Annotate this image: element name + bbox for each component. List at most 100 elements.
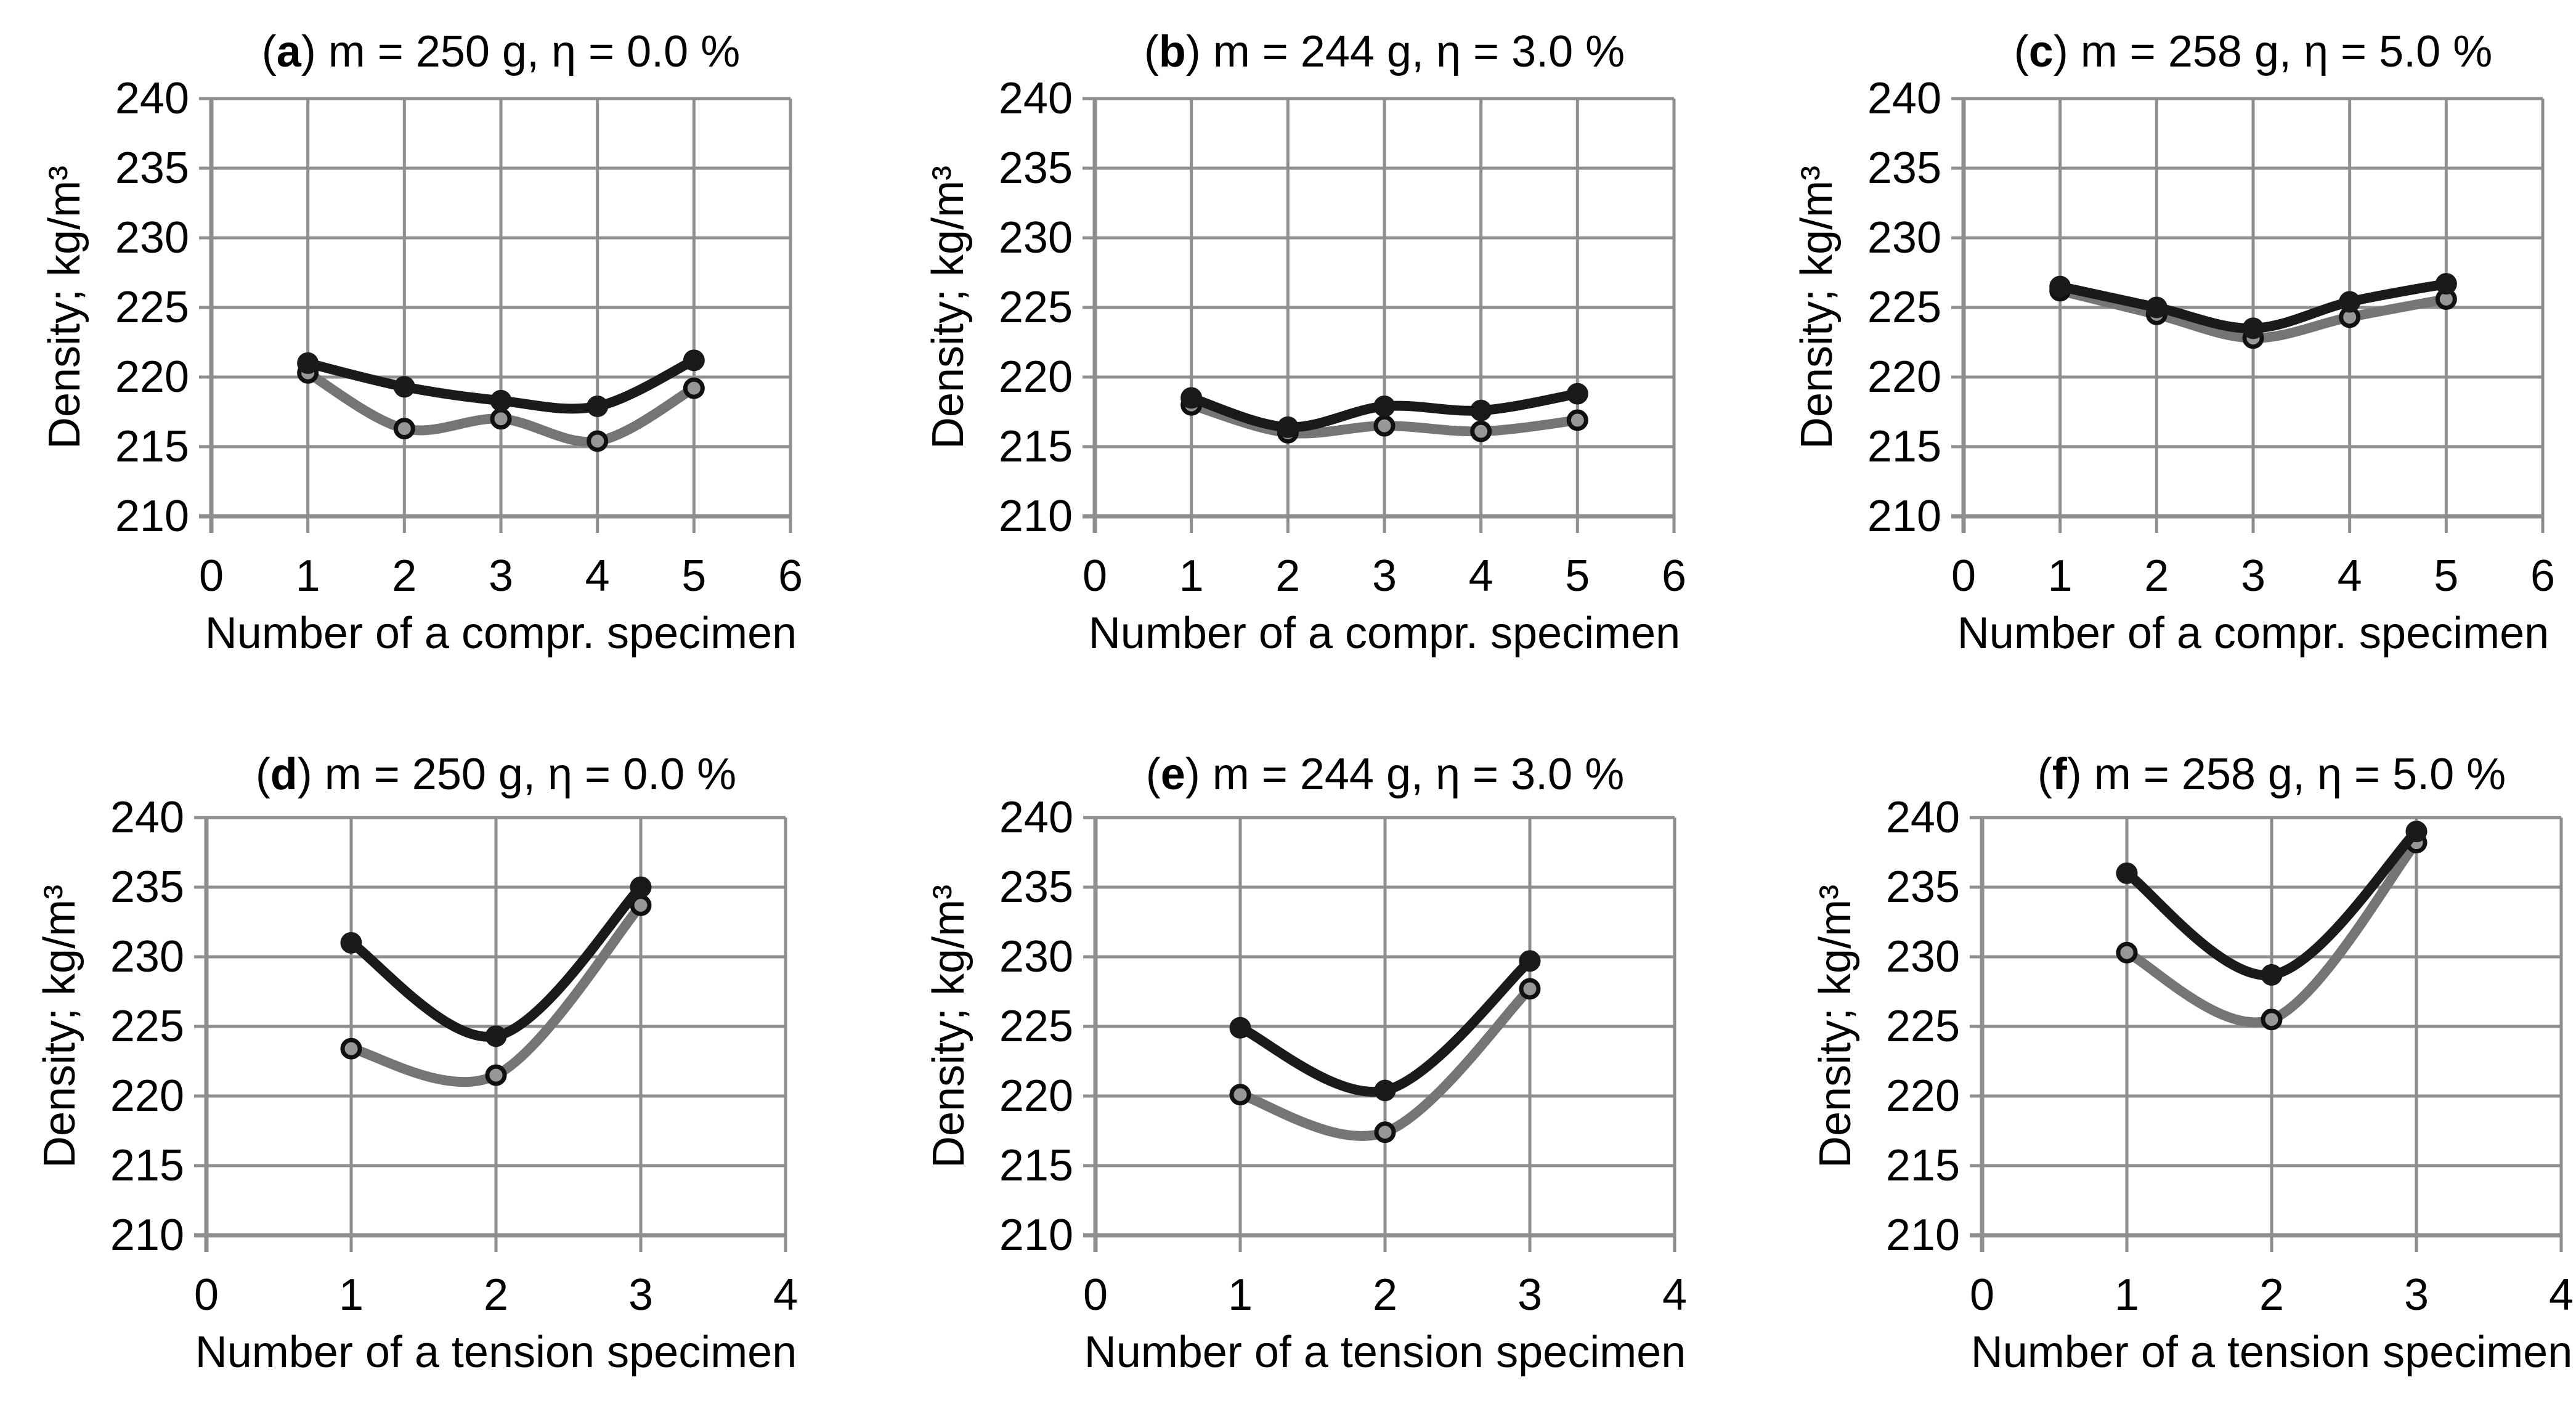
y-axis-title: Density; kg/m³ (1811, 885, 1860, 1168)
y-tick-label: 225 (110, 1002, 184, 1051)
y-tick-label: 210 (999, 1211, 1073, 1260)
x-tick-label: 0 (199, 551, 224, 601)
series-black-marker (630, 876, 652, 898)
y-tick-label: 230 (999, 213, 1073, 262)
x-axis-title: Number of a tension specimen (1084, 1328, 1686, 1377)
x-tick-label: 4 (585, 551, 610, 601)
y-tick-label: 240 (110, 793, 184, 842)
series-gray-marker (1373, 415, 1396, 437)
series-gray-marker (340, 1038, 362, 1060)
x-tick-label: 4 (2338, 551, 2362, 601)
y-tick-label: 240 (999, 793, 1073, 842)
y-tick-label: 235 (110, 863, 184, 912)
chart-svg-d: 210 215 220 225 230 235 240 0 1 2 3 4 (d) m = 250 g,… (35, 750, 798, 1377)
y-tick-label: 230 (999, 932, 1073, 981)
y-tick-label: 215 (999, 1141, 1073, 1190)
series-gray-marker (485, 1064, 507, 1086)
series-black-marker (683, 349, 705, 372)
x-tick-label: 4 (1662, 1270, 1687, 1320)
series-gray-marker (683, 377, 705, 399)
x-tick-label: 3 (489, 551, 513, 601)
series-black-marker (340, 932, 362, 954)
y-tick-label: 220 (115, 352, 189, 402)
y-tick-label: 225 (999, 283, 1073, 332)
x-tick-label: 0 (1970, 1270, 1994, 1320)
y-tick-label: 215 (110, 1141, 184, 1190)
y-tick-label: 240 (999, 74, 1073, 123)
y-tick-label: 210 (1886, 1211, 1960, 1260)
y-tick-label: 225 (115, 283, 189, 332)
chart-panel-f: 210 215 220 225 230 235 240 0 1 2 3 4 (f) m = 258 g,… (1717, 700, 2576, 1401)
x-axis-title: Number of a compr. specimen (1089, 609, 1680, 658)
x-tick-label: 0 (1083, 1270, 1108, 1320)
series-gray-marker (2116, 941, 2138, 964)
y-tick-label: 240 (1867, 74, 1941, 123)
y-tick-label: 230 (115, 213, 189, 262)
x-tick-label: 3 (2241, 551, 2265, 601)
x-tick-label: 6 (778, 551, 803, 601)
y-tick-label: 235 (1886, 863, 1960, 912)
series-black-marker (1374, 1079, 1396, 1102)
x-tick-label: 0 (194, 1270, 219, 1320)
chart-title: (c) m = 258 g, η = 5.0 % (2014, 27, 2492, 76)
series-black-marker (2145, 296, 2168, 319)
series-black-marker (2339, 291, 2361, 313)
chart-svg-b: 210 215 220 225 230 235 240 0 1 2 3 4 5 6 (b) m = 244 … (924, 27, 1686, 658)
series-gray-marker (1566, 409, 1588, 431)
y-tick-label: 225 (1886, 1002, 1960, 1051)
x-tick-label: 2 (484, 1270, 508, 1320)
x-tick-label: 1 (2048, 551, 2073, 601)
series-gray-marker (490, 408, 512, 430)
series-black-marker (2261, 964, 2283, 986)
chart-panel-d: 210 215 220 225 230 235 240 0 1 2 3 4 (d) m = 250 g,… (0, 700, 859, 1401)
x-tick-label: 1 (1228, 1270, 1253, 1320)
x-tick-label: 2 (1275, 551, 1300, 601)
x-tick-label: 6 (2530, 551, 2555, 601)
x-axis-title: Number of a compr. specimen (1957, 609, 2549, 658)
y-tick-label: 210 (999, 492, 1073, 541)
chart-svg-a: 210 215 220 225 230 235 240 0 1 2 3 4 5 6 (a) m = 250 … (40, 27, 803, 658)
y-axis-title: Density; kg/m³ (924, 166, 973, 449)
y-tick-label: 230 (1867, 213, 1941, 262)
series-gray-marker (1470, 420, 1492, 442)
y-tick-label: 215 (999, 422, 1073, 471)
series-gray-marker (1229, 1084, 1251, 1106)
y-tick-label: 215 (1867, 422, 1941, 471)
x-tick-label: 3 (2404, 1270, 2429, 1320)
series-black-marker (1566, 383, 1588, 405)
y-axis-title: Density; kg/m³ (35, 885, 84, 1168)
x-tick-label: 1 (1179, 551, 1204, 601)
y-axis-title: Density; kg/m³ (40, 166, 89, 449)
y-tick-label: 235 (999, 144, 1073, 193)
series-black-marker (297, 352, 319, 374)
series-gray-marker (393, 418, 415, 440)
y-tick-label: 215 (115, 422, 189, 471)
chart-panel-b: 210 215 220 225 230 235 240 0 1 2 3 4 5 6 (b) m = 244 … (859, 0, 1718, 700)
y-tick-label: 220 (1886, 1071, 1960, 1121)
series-gray-marker (1374, 1121, 1396, 1143)
y-tick-label: 240 (115, 74, 189, 123)
series-black-marker (1180, 387, 1203, 409)
x-tick-label: 5 (681, 551, 706, 601)
x-tick-label: 3 (1518, 1270, 1542, 1320)
series-black-marker (490, 389, 512, 412)
chart-svg-c: 210 215 220 225 230 235 240 0 1 2 3 4 5 6 (c) m = 258 … (1792, 27, 2555, 658)
y-tick-label: 235 (115, 144, 189, 193)
series-black-marker (2405, 821, 2428, 843)
x-tick-label: 5 (1565, 551, 1590, 601)
x-axis-title: Number of a tension specimen (1971, 1328, 2573, 1377)
y-tick-label: 225 (1867, 283, 1941, 332)
series-black-marker (2435, 273, 2457, 295)
x-tick-label: 1 (339, 1270, 364, 1320)
series-black-marker (1519, 950, 1541, 972)
series-black-marker (1470, 399, 1492, 421)
series-black-marker (1373, 395, 1396, 417)
x-tick-label: 2 (1373, 1270, 1397, 1320)
series-black-marker (587, 395, 609, 417)
x-tick-label: 3 (628, 1270, 653, 1320)
x-tick-label: 1 (2115, 1270, 2139, 1320)
y-tick-label: 240 (1886, 793, 1960, 842)
y-tick-label: 220 (110, 1071, 184, 1121)
series-black-marker (1229, 1017, 1251, 1039)
